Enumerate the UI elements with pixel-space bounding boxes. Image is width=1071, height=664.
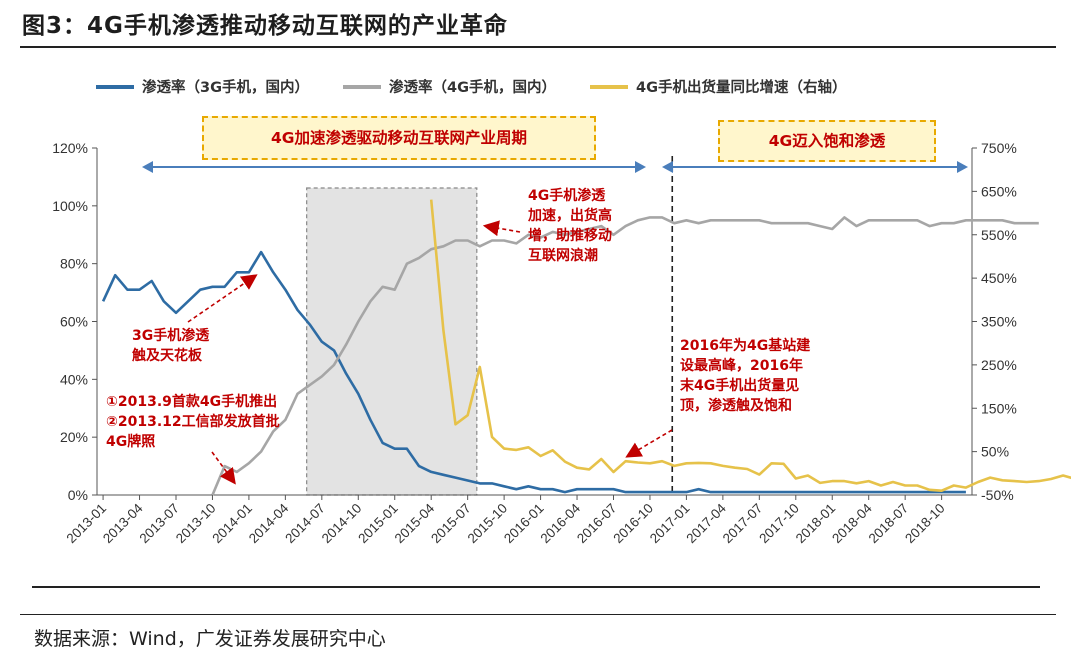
legend-swatch-3g (96, 84, 134, 89)
annotation-4g-launch: ①2013.9首款4G手机推出 ②2013.12工信部发放首批 4G牌照 (106, 392, 280, 452)
y-right-tick-label: 450% (981, 270, 1017, 286)
legend-item-4g: 渗透率（4G手机，国内） (343, 76, 556, 97)
x-tick-label: 2018-07 (866, 501, 912, 547)
y-right-tick-label: 750% (981, 140, 1017, 156)
period-arrow-left-head-right (635, 161, 646, 173)
x-tick-label: 2013-07 (136, 501, 182, 547)
legend-label-4g: 渗透率（4G手机，国内） (389, 80, 556, 96)
annotation-line: ①2013.9首款4G手机推出 (106, 394, 278, 410)
chart-bottom-rule (32, 586, 1040, 588)
y-left-tick-label: 120% (52, 140, 88, 156)
x-tick-label: 2014-10 (319, 501, 365, 547)
series-line-shipment (429, 199, 1071, 493)
x-tick-label: 2015-07 (428, 501, 474, 547)
annotation-saturation: 2016年为4G基站建 设最高峰，2016年 末4G手机出货量见 顶，渗透触及饱… (680, 336, 810, 416)
source-rule (20, 614, 1056, 615)
annotation-line: 2016年为4G基站建 (680, 338, 811, 354)
x-tick-label: 2018-10 (902, 501, 948, 547)
legend-item-3g: 渗透率（3G手机，国内） (96, 76, 309, 97)
annotation-line: 设最高峰，2016年 (680, 358, 803, 374)
x-tick-label: 2013-01 (64, 501, 110, 547)
x-tick-label: 2017-10 (756, 501, 802, 547)
annotation-3g-ceiling: 3G手机渗透 触及天花板 (132, 326, 209, 366)
annotation-line: ②2013.12工信部发放首批 (106, 414, 280, 430)
annotation-4g-acceleration: 4G手机渗透 加速，出货高 增，助推移动 互联网浪潮 (528, 186, 612, 266)
annotation-line: 顶，渗透触及饱和 (680, 398, 792, 414)
annotation-line: 加速，出货高 (528, 208, 612, 224)
y-left-tick-label: 100% (52, 198, 88, 214)
period-arrow-left-head-left (142, 161, 153, 173)
y-right-tick-label: 250% (981, 357, 1017, 373)
x-tick-label: 2015-01 (355, 501, 401, 547)
title-rule (20, 46, 1056, 48)
x-tick-label: 2016-07 (574, 501, 620, 547)
y-right-tick-label: 350% (981, 314, 1017, 330)
x-tick-label: 2018-01 (793, 501, 839, 547)
x-tick-label: 2017-01 (647, 501, 693, 547)
y-right-tick-label: -50% (981, 487, 1014, 503)
chart-legend: 渗透率（3G手机，国内） 渗透率（4G手机，国内） 4G手机出货量同比增速（右轴… (96, 76, 847, 97)
y-right-tick-label: 50% (981, 444, 1009, 460)
x-tick-label: 2016-10 (610, 501, 656, 547)
chart-canvas: 0% 20% 40% 60% 80% 100% 120% -50% 50% 150% 250% 350… (52, 140, 1071, 547)
series-line-4g (211, 216, 1039, 496)
y-left-tick-label: 80% (60, 256, 88, 272)
y-right-tick-label: 650% (981, 183, 1017, 199)
arrow-4g-acceleration (482, 220, 521, 237)
annotation-line: 增，助推移动 (528, 228, 612, 244)
annotation-line: 4G手机渗透 (528, 188, 606, 204)
annotation-line: 触及天花板 (132, 348, 202, 364)
legend-label-3g: 渗透率（3G手机，国内） (142, 80, 309, 96)
y-right-tick-label: 550% (981, 227, 1017, 243)
period-box-left: 4G加速渗透驱动移动互联网产业周期 (202, 116, 596, 160)
shaded-period (306, 187, 478, 496)
y-left-tick-label: 40% (60, 371, 88, 387)
arrow-3g-ceiling (187, 274, 258, 323)
series-line-3g (101, 250, 966, 494)
y-left-tick-label: 60% (60, 314, 88, 330)
arrow-4g-launch (211, 451, 236, 485)
x-tick-label: 2014-01 (209, 501, 255, 547)
x-tick-label: 2017-07 (720, 501, 766, 547)
y-right-tick-label: 150% (981, 400, 1017, 416)
x-tick-label: 2013-10 (173, 501, 219, 547)
legend-label-shipment: 4G手机出货量同比增速（右轴） (636, 80, 847, 96)
source-note: 数据来源：Wind，广发证券发展研究中心 (34, 628, 386, 650)
arrow-saturation (625, 429, 673, 458)
annotation-line: 3G手机渗透 (132, 328, 210, 344)
legend-swatch-shipment (590, 84, 628, 89)
annotation-line: 4G牌照 (106, 434, 156, 450)
x-tick-label: 2015-10 (465, 501, 511, 547)
period-arrow-right-head-right (957, 161, 968, 173)
annotation-line: 互联网浪潮 (528, 248, 598, 264)
annotation-line: 末4G手机出货量见 (680, 378, 800, 394)
legend-item-shipment: 4G手机出货量同比增速（右轴） (590, 76, 847, 97)
period-arrow-right-head-left (662, 161, 673, 173)
x-tick-label: 2016-01 (501, 501, 547, 547)
y-left-tick-label: 20% (60, 429, 88, 445)
y-left-tick-label: 0% (68, 487, 88, 503)
period-box-right: 4G迈入饱和渗透 (718, 120, 936, 162)
legend-swatch-4g (343, 84, 381, 89)
page-title: 图3：4G手机渗透推动移动互联网的产业革命 (22, 13, 508, 39)
x-tick-label: 2014-07 (282, 501, 328, 547)
